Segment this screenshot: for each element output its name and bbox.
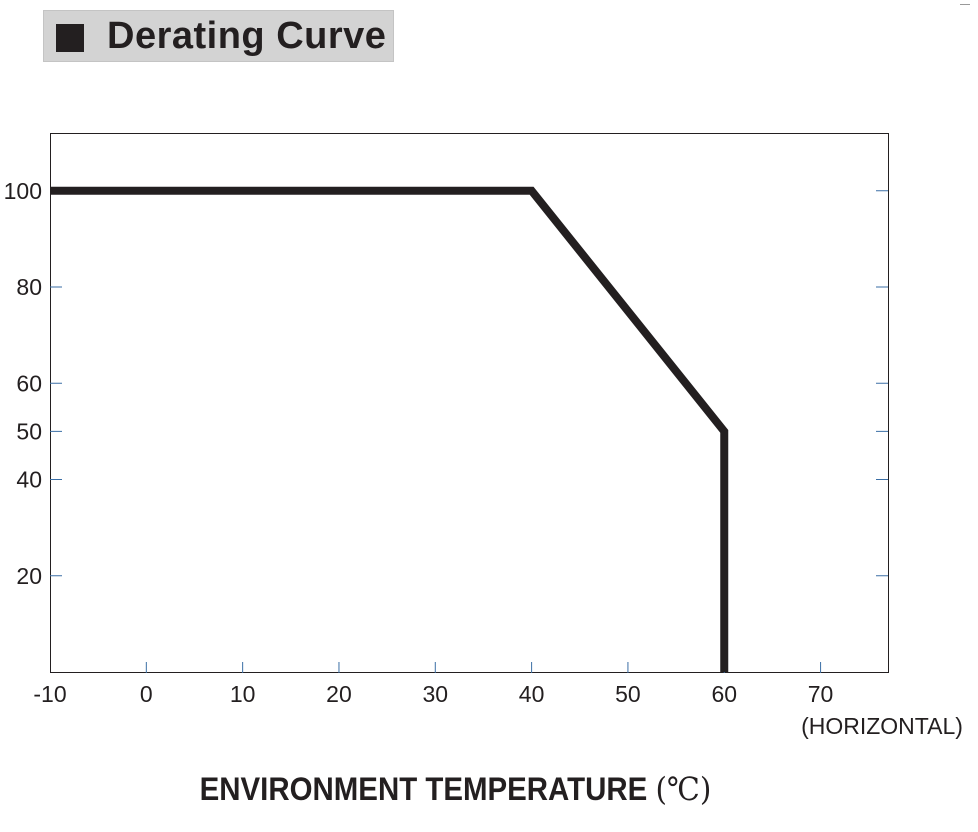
chart-title: Derating Curve	[107, 15, 387, 57]
x-tick-label: 20	[326, 681, 352, 707]
x-axis-ticks	[145, 662, 822, 673]
x-tick-label: 30	[422, 681, 448, 707]
chart-title-box: Derating Curve	[43, 10, 394, 62]
x-axis-label: ENVIRONMENT TEMPERATURE	[199, 771, 648, 807]
corner-mark	[960, 4, 970, 5]
y-tick-label: 40	[16, 467, 42, 493]
y-axis-tick-labels: 20 40 50 60 80 100	[4, 178, 42, 589]
y-tick-label: 60	[16, 370, 42, 396]
y-tick-label: 20	[16, 563, 42, 589]
plot-frame	[50, 133, 889, 673]
x-tick-label: -10	[33, 681, 66, 707]
y-tick-label: 80	[16, 274, 42, 300]
x-tick-label: 40	[519, 681, 545, 707]
y-axis-ticks	[50, 190, 888, 577]
x-axis-title: ENVIRONMENT TEMPERATURE (℃)	[36, 770, 874, 808]
square-bullet-icon	[56, 24, 84, 52]
series-group	[50, 186, 729, 672]
derating-curve	[50, 186, 729, 672]
x-tick-label: 50	[615, 681, 641, 707]
x-axis-unit: (℃)	[655, 770, 712, 808]
x-tick-label: 0	[140, 681, 153, 707]
y-tick-label: 50	[16, 418, 42, 444]
x-axis-note: (HORIZONTAL)	[801, 713, 963, 739]
x-tick-label: 70	[808, 681, 834, 707]
x-tick-label: 10	[230, 681, 256, 707]
y-tick-label: 100	[4, 178, 42, 204]
x-tick-label: 60	[711, 681, 737, 707]
x-axis-tick-labels: -10 0 10 20 30 40 50 60 70	[33, 681, 833, 707]
